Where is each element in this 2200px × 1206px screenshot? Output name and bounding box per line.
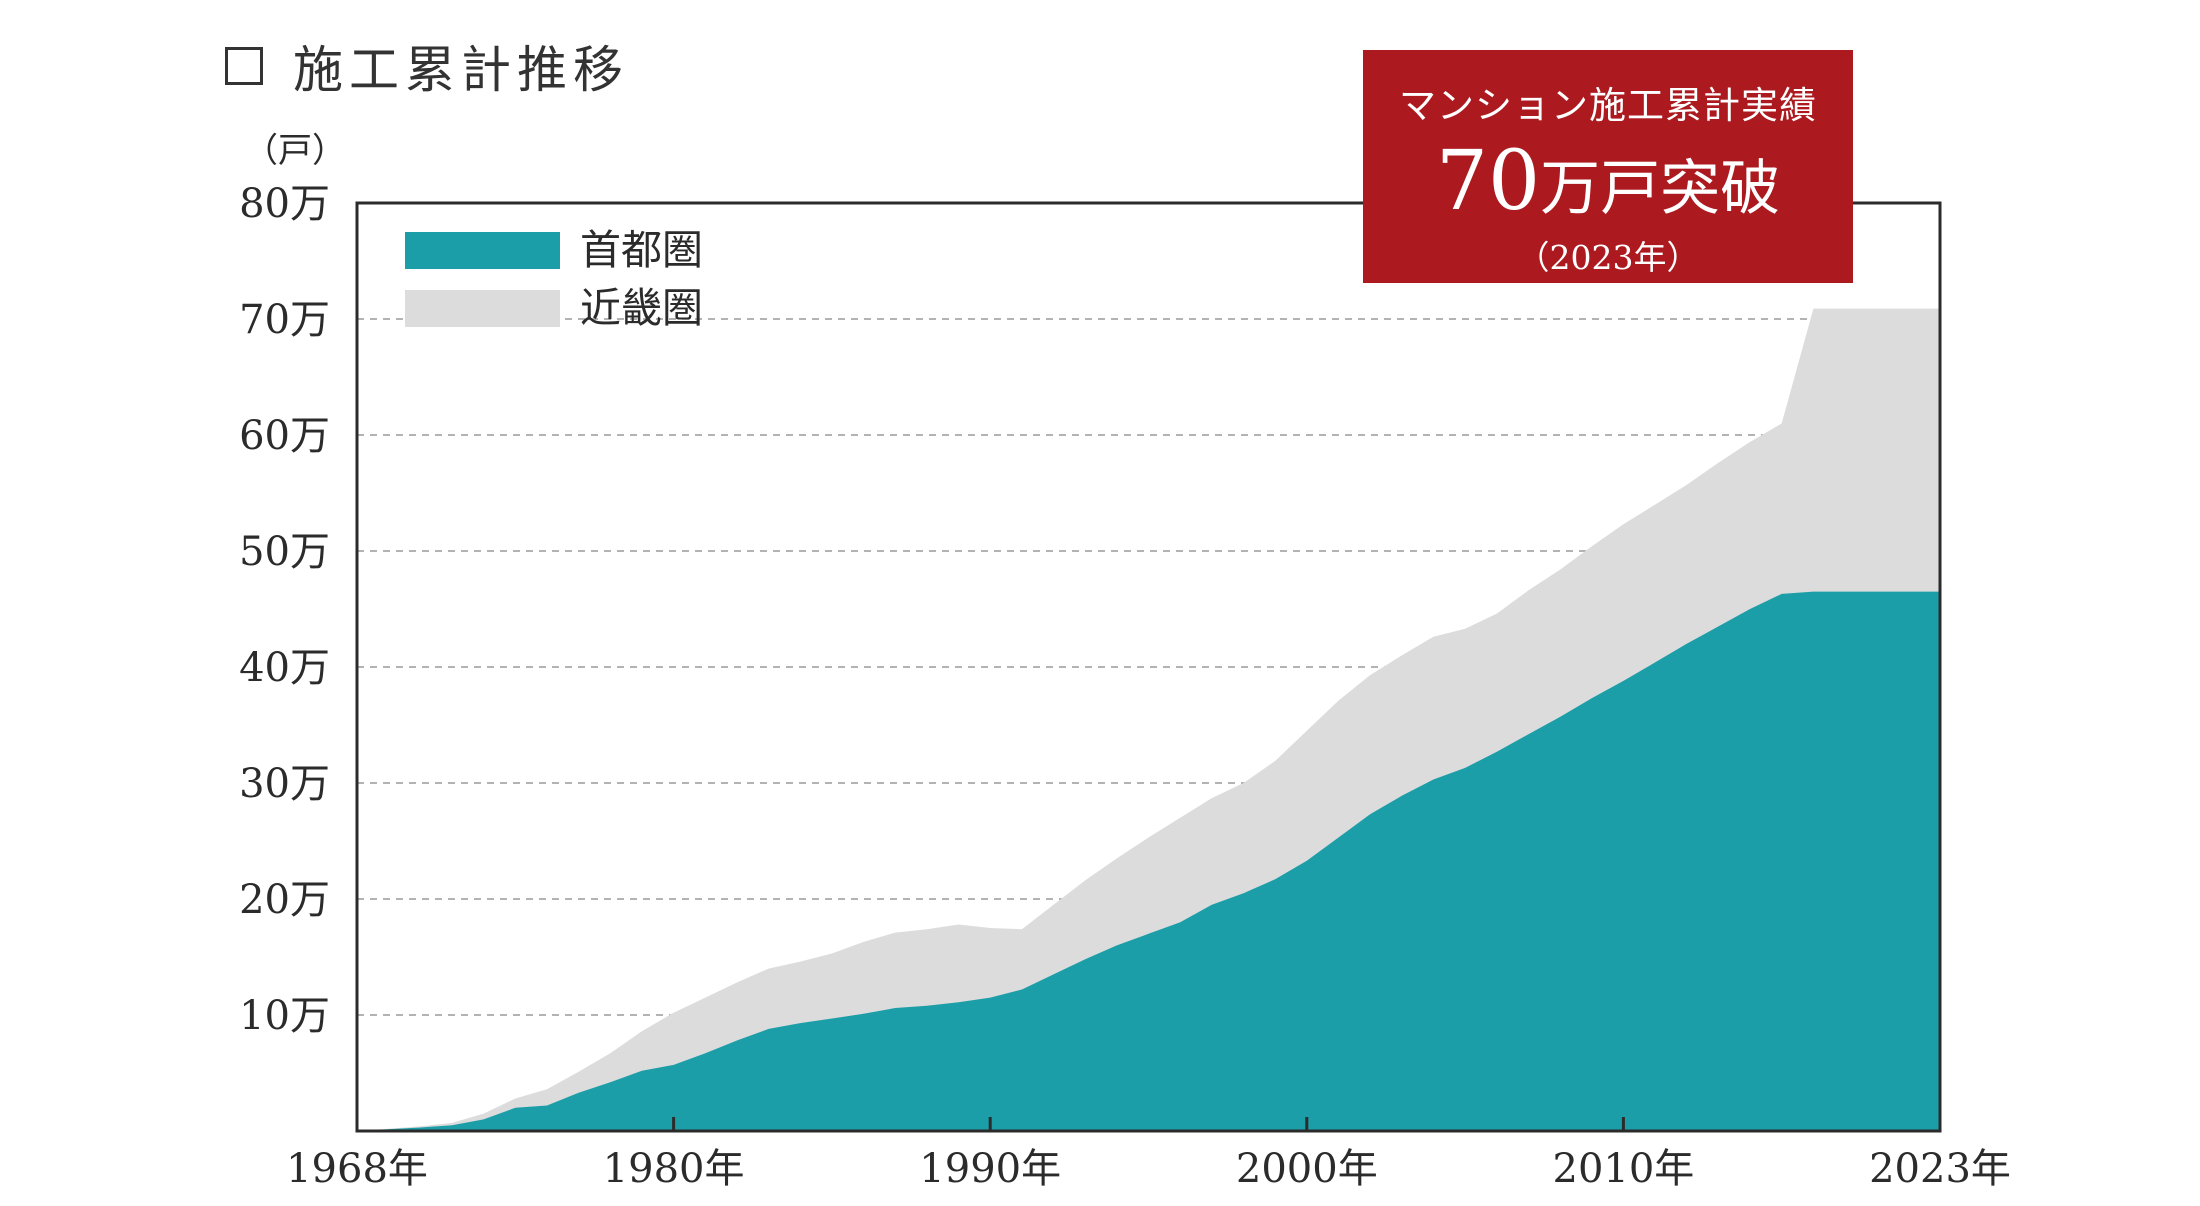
- y-tick-label-7: 80万: [239, 181, 330, 227]
- series-shutoken-area: [357, 591, 1940, 1131]
- y-tick-label-2: 30万: [239, 761, 330, 807]
- legend-swatch-1: [405, 290, 560, 327]
- area-series: [357, 308, 1940, 1132]
- y-tick-label-1: 20万: [239, 877, 330, 923]
- badge-heading: マンション施工累計実績: [1399, 84, 1817, 127]
- y-tick-label-5: 60万: [239, 413, 330, 459]
- badge-suffix: 万戸突破: [1540, 154, 1781, 224]
- y-tick-label-3: 40万: [239, 645, 330, 691]
- x-tick-label-3: 2000年: [1236, 1146, 1378, 1192]
- legend-label-0: 首都圏: [580, 226, 703, 274]
- x-tick-label-1: 1980年: [603, 1146, 745, 1192]
- x-tick-label-2: 1990年: [919, 1146, 1061, 1192]
- y-tick-label-6: 70万: [239, 297, 330, 343]
- legend-label-1: 近畿圏: [580, 284, 703, 332]
- chart-title: 施工累計推移: [225, 30, 629, 102]
- plot-frame: [355, 201, 1942, 1133]
- axis-ticks: 10万 20万 30万 40万 50万 60万 70万 80万 1968年 1980年 1990年 2…: [239, 181, 2011, 1192]
- y-tick-label-0: 10万: [239, 993, 330, 1039]
- legend-swatch-0: [405, 232, 560, 269]
- y-tick-label-4: 50万: [239, 529, 330, 575]
- badge-number: 70: [1435, 134, 1541, 229]
- y-unit-label: （戸）: [244, 131, 346, 171]
- title-square-icon: [225, 47, 263, 85]
- badge-figure: 70万戸突破: [1363, 134, 1853, 229]
- badge-year: （2023年）: [1516, 238, 1700, 278]
- x-tick-label-0: 1968年: [286, 1146, 428, 1192]
- achievement-badge: マンション施工累計実績 70万戸突破 （2023年）: [1363, 50, 1853, 283]
- title-text: 施工累計推移: [293, 41, 629, 99]
- x-tick-label-5: 2023年: [1869, 1146, 2011, 1192]
- x-tick-label-4: 2010年: [1553, 1146, 1695, 1192]
